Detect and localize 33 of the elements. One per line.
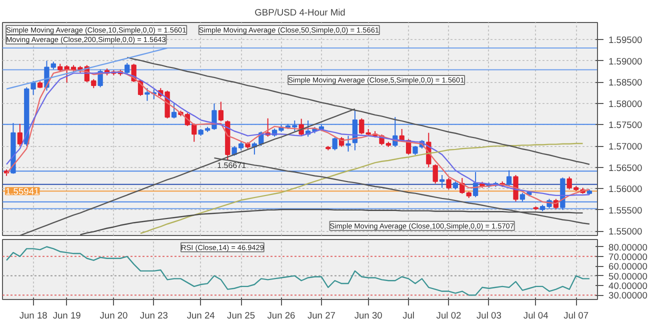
y-tick-label: 80.00000 (608, 242, 648, 252)
x-tick-label: Jun 23 (140, 310, 168, 320)
y-tick-label: 1.57000 (608, 142, 642, 152)
y-tick-label: 70.00000 (608, 252, 648, 262)
y-tick-label: 1.58500 (608, 78, 642, 88)
y-tick-label: 1.56500 (608, 162, 642, 173)
x-tick-label: Jul 04 (523, 310, 548, 320)
y-tick-label: 30.00000 (608, 290, 648, 301)
y-tick-label: 40.00000 (608, 280, 648, 291)
x-tick-label: Jun 20 (100, 310, 128, 320)
x-tick-label: Jun 24 (186, 310, 215, 320)
x-tick-label: Jun 19 (52, 310, 81, 320)
x-tick-label: Jun 18 (19, 310, 48, 320)
y-tick-label: 1.59500 (608, 35, 642, 46)
x-tick-label: Jul (402, 310, 415, 320)
y-tick-label: 60.00000 (608, 262, 648, 272)
x-tick-label: Jul 03 (476, 310, 502, 320)
chart-title: GBP/USD 4-Hour Mid (254, 8, 346, 18)
y-tick-label: 1.57500 (608, 120, 642, 130)
ref-line-label: 1.55941 (6, 186, 40, 197)
x-tick-label: Jun 26 (267, 310, 296, 320)
annotation: 1.56671 (217, 161, 247, 170)
y-tick-label: 1.55500 (608, 205, 642, 216)
x-tick-label: Jul 02 (436, 310, 462, 320)
x-tick-label: Jun 25 (227, 310, 256, 320)
x-tick-label: Jun 27 (307, 310, 336, 320)
y-tick-label: 1.58000 (608, 98, 642, 109)
y-tick-label: 1.59000 (608, 56, 642, 66)
x-tick-label: Jul 07 (564, 310, 589, 320)
y-tick-label: 1.56000 (608, 184, 642, 194)
y-tick-label: 50.00000 (608, 271, 648, 282)
x-tick-label: Jun 30 (354, 310, 382, 320)
y-tick-label: 1.55000 (608, 226, 642, 237)
